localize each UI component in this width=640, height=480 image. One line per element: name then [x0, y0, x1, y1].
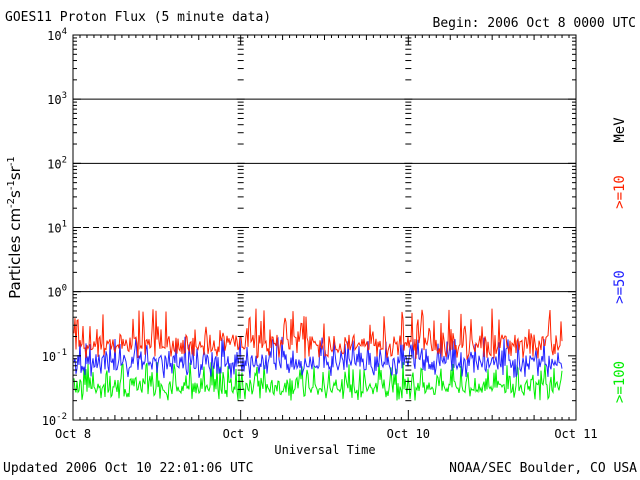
- y-tick-exponent: -1: [56, 348, 67, 358]
- y-tick-base: 10: [42, 350, 56, 364]
- series-line: [73, 362, 563, 401]
- x-tick-label: Oct 9: [223, 427, 259, 441]
- plot-frame: [72, 34, 577, 421]
- y-axis-label: Particles cm-2s-1sr-1: [6, 156, 24, 299]
- y-axis-label-part: -2: [6, 198, 17, 208]
- x-axis-label: Universal Time: [274, 443, 375, 457]
- y-tick-base: 10: [47, 157, 61, 171]
- y-tick-base: 10: [47, 222, 61, 236]
- credit: NOAA/SEC Boulder, CO USA: [449, 461, 637, 476]
- y-tick-exponent: 3: [62, 91, 67, 101]
- y-axis-label-part: sr: [6, 165, 24, 180]
- y-axis-label-part: s: [6, 190, 24, 198]
- y-tick-exponent: 1: [62, 220, 67, 230]
- y-tick-label: 102: [47, 155, 67, 171]
- y-tick-exponent: -2: [56, 412, 67, 422]
- legend-unit: MeV: [612, 117, 628, 143]
- legend-item: >=50: [612, 270, 628, 304]
- x-tick-label: Oct 8: [55, 427, 91, 441]
- y-tick-exponent: 0: [62, 284, 67, 294]
- y-axis-label-part: -1: [6, 180, 17, 190]
- chart-title: GOES11 Proton Flux (5 minute data): [5, 10, 272, 25]
- series-line: [73, 308, 563, 361]
- x-tick-label: Oct 10: [387, 427, 430, 441]
- y-tick-label: 104: [47, 27, 67, 43]
- y-tick-label: 101: [47, 220, 67, 236]
- legend-item: >=100: [612, 361, 628, 403]
- y-tick-label: 103: [47, 91, 67, 107]
- y-tick-exponent: 4: [62, 27, 67, 37]
- legend-item: >=10: [612, 175, 628, 209]
- y-tick-base: 10: [47, 286, 61, 300]
- y-tick-base: 10: [42, 414, 56, 428]
- y-tick-label: 100: [47, 284, 67, 300]
- begin-time: Begin: 2006 Oct 8 0000 UTC: [432, 16, 637, 31]
- y-tick-label: 10-2: [42, 412, 67, 428]
- y-tick-base: 10: [47, 29, 61, 43]
- y-axis-label-part: Particles cm: [6, 208, 24, 299]
- y-tick-base: 10: [47, 93, 61, 107]
- updated-time: Updated 2006 Oct 10 22:01:06 UTC: [3, 461, 254, 476]
- y-tick-label: 10-1: [42, 348, 67, 364]
- y-axis-label-part: -1: [6, 156, 17, 166]
- y-tick-exponent: 2: [62, 155, 67, 165]
- series-line: [73, 336, 563, 379]
- x-tick-label: Oct 11: [554, 427, 597, 441]
